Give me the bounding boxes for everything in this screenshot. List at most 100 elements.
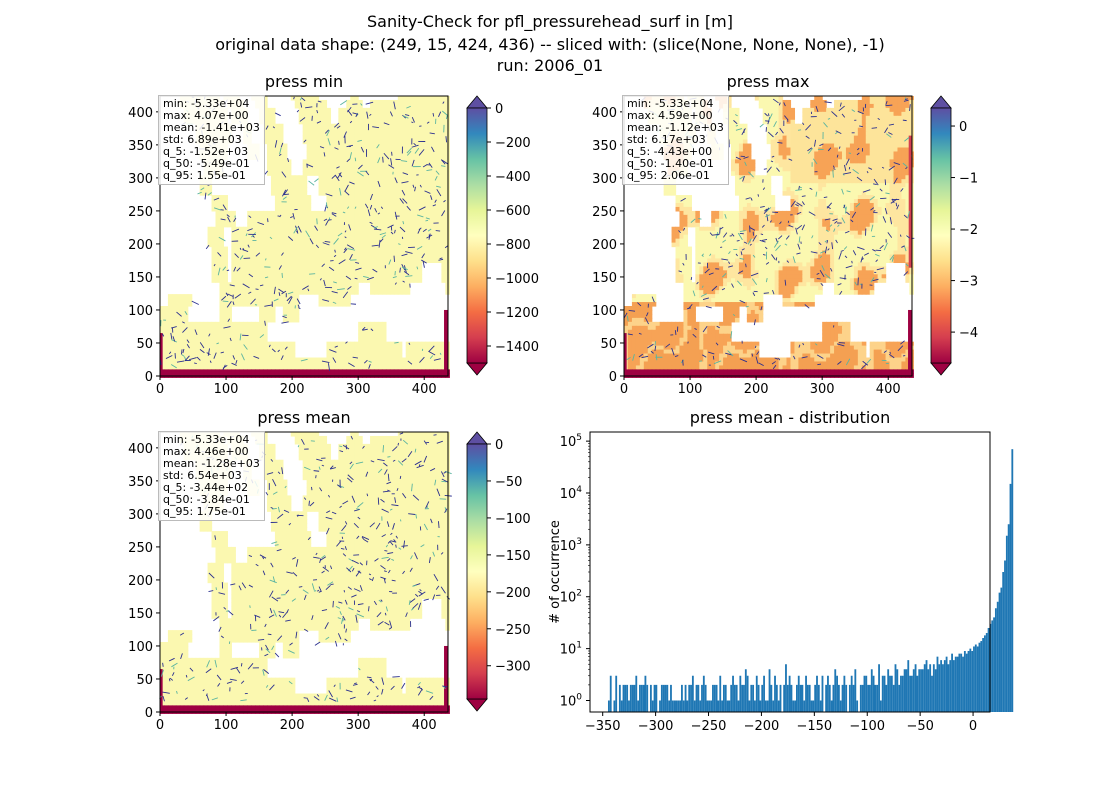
- histogram-bar: [985, 633, 988, 712]
- histogram-bar: [770, 684, 773, 712]
- histogram-bar: [726, 700, 729, 712]
- histogram-bar: [775, 684, 778, 712]
- histogram-bar: [952, 660, 955, 712]
- histogram-bar: [660, 684, 663, 712]
- histogram-bar: [821, 675, 824, 712]
- press-max-colorbar-tick-label: −1: [959, 172, 978, 187]
- histogram-bar: [792, 700, 795, 712]
- histogram-bar: [865, 675, 868, 712]
- histogram-bar: [646, 684, 649, 712]
- figure-title-line-3: run: 2006_01: [496, 56, 604, 75]
- histogram-bar: [701, 684, 703, 712]
- press-mean-stat-mean: mean: -1.28e+03: [163, 457, 260, 470]
- press-mean-xtick-label: 300: [346, 718, 371, 733]
- press-min-stat-min: min: -5.33e+04: [163, 97, 250, 110]
- press-max-ytick-label: 0: [609, 370, 617, 385]
- press-mean-axes-frame: [159, 431, 449, 713]
- histogram-bar: [876, 684, 879, 712]
- press-min-xtick-label: 400: [412, 382, 437, 397]
- press-min-colorbar-bar: [466, 107, 488, 364]
- histogram-bar: [722, 684, 725, 712]
- press-max-ytick-label: 100: [592, 304, 617, 319]
- press-max-ytick-label: 150: [592, 271, 617, 286]
- press-mean-colorbar: 0 −50 −100 −150 −200 −250 −300: [466, 431, 531, 712]
- histogram-bar: [763, 675, 765, 712]
- histogram-bar: [662, 684, 665, 712]
- histogram-bar: [788, 675, 791, 712]
- histogram-bar: [918, 669, 921, 712]
- press-mean-ytick-label: 350: [128, 475, 153, 490]
- histogram-bar: [713, 684, 716, 712]
- histogram-bar: [903, 669, 906, 712]
- histogram-bar: [783, 684, 786, 712]
- histogram-bar: [626, 684, 629, 712]
- press-min-rivers: [159, 95, 449, 371]
- press-mean-colorbar-tick-label: −300: [495, 660, 531, 675]
- press-mean-ytick-label: 200: [128, 574, 153, 589]
- histogram-bar: [973, 646, 975, 712]
- histogram-bar: [901, 675, 904, 712]
- histogram-bar: [940, 660, 943, 712]
- histogram-bar: [677, 700, 680, 712]
- press-mean-colorbar-extend-bottom: [466, 698, 488, 712]
- histogram-bar: [936, 656, 939, 712]
- press-mean-stat-q50: q_50: -3.84e-01: [163, 493, 250, 506]
- press-max-stat-min: min: -5.33e+04: [627, 97, 714, 110]
- histogram-bar: [856, 700, 859, 712]
- press-max-ytick-label: 350: [592, 139, 617, 154]
- histogram-bar: [679, 700, 682, 712]
- histogram-bar: [785, 664, 787, 712]
- histogram-ytick-label: 100: [560, 692, 583, 709]
- press-min-ytick-label: 200: [128, 238, 153, 253]
- histogram-bar: [881, 675, 884, 712]
- histogram-bar: [607, 700, 610, 712]
- histogram-bar: [998, 592, 1001, 712]
- histogram-xtick-label: −200: [744, 719, 780, 734]
- histogram-bar: [668, 700, 671, 712]
- press-min-colorbar-tick-label: 0: [495, 102, 503, 117]
- press-max-stat-q95: q_95: 2.06e-01: [627, 169, 710, 182]
- press-mean-colorbar-tick-label: −50: [495, 475, 522, 490]
- histogram-xtick-label: −50: [906, 719, 933, 734]
- histogram-bar: [673, 700, 676, 712]
- press-mean-colorbar-tick-label: −200: [495, 586, 531, 601]
- histogram-bar: [892, 684, 895, 712]
- histogram-bar: [963, 650, 966, 712]
- histogram-bar: [724, 684, 727, 712]
- histogram-bar: [644, 675, 647, 712]
- histogram-bar: [691, 675, 694, 712]
- histogram-bar: [825, 684, 828, 712]
- histogram-bar: [637, 700, 640, 712]
- press-min-stat-q50: q_50: -5.49e-01: [163, 157, 250, 170]
- histogram-bar: [817, 684, 820, 712]
- press-max-colorbar-extend-bottom: [930, 362, 952, 376]
- histogram-bar: [852, 684, 855, 712]
- press-max-map: [623, 96, 915, 378]
- press-max-xtick-label: 300: [810, 382, 835, 397]
- press-mean-ytick-label: 250: [128, 541, 153, 556]
- histogram-bar: [622, 684, 625, 712]
- histogram-bar: [942, 664, 944, 712]
- histogram-bar: [867, 684, 870, 712]
- press-min-colorbar-tick-label: −1000: [495, 272, 539, 287]
- histogram-bar: [885, 684, 888, 712]
- press-max-stat-max: max: 4.59e+00: [627, 109, 713, 122]
- histogram-bar: [808, 684, 811, 712]
- histogram-bar: [682, 700, 685, 712]
- histogram-bar: [927, 669, 930, 712]
- press-mean-xtick-label: 0: [156, 718, 164, 733]
- histogram-bar: [993, 617, 995, 712]
- histogram-bar: [719, 675, 722, 712]
- histogram-bar: [841, 684, 844, 712]
- histogram-bar: [635, 675, 638, 712]
- press-mean-ytick-label: 400: [128, 442, 153, 457]
- histogram-bar: [628, 700, 630, 712]
- histogram-bar: [872, 675, 875, 712]
- press-min-title: press min: [264, 72, 344, 91]
- figure-title-line-1: Sanity-Check for pfl_pressurehead_surf i…: [367, 12, 733, 31]
- press-min-ytick-label: 350: [128, 139, 153, 154]
- histogram-bar: [670, 684, 672, 712]
- histogram-bar: [843, 675, 846, 712]
- histogram-bar: [861, 684, 864, 712]
- histogram-bar: [730, 684, 733, 712]
